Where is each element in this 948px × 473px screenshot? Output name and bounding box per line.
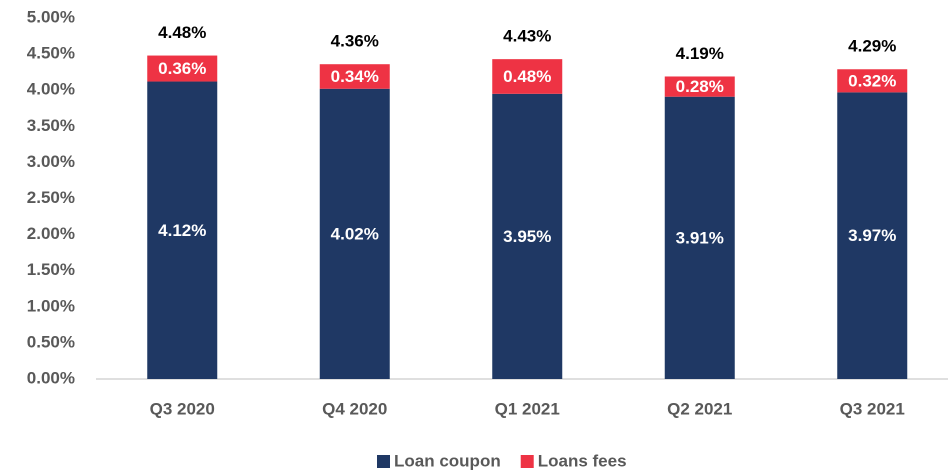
y-tick-label: 3.50% — [27, 116, 75, 135]
x-tick-label: Q4 2020 — [322, 399, 387, 418]
data-label: 0.36% — [158, 59, 206, 78]
bar-segment — [837, 92, 908, 379]
bar-segment — [492, 59, 563, 94]
x-tick-label: Q2 2021 — [667, 399, 732, 418]
y-tick-label: 0.00% — [27, 368, 75, 387]
data-label: 0.34% — [331, 67, 379, 86]
y-tick-label: 4.00% — [27, 80, 75, 99]
data-label: 3.91% — [676, 228, 724, 247]
data-label: 0.32% — [848, 71, 896, 90]
x-tick-label: Q3 2020 — [150, 399, 215, 418]
data-label: 0.28% — [676, 77, 724, 96]
y-tick-label: 1.50% — [27, 260, 75, 279]
total-label: 4.48% — [158, 23, 206, 42]
legend-label: Loan coupon — [394, 451, 501, 470]
x-tick-label: Q3 2021 — [840, 399, 905, 418]
x-tick-label: Q1 2021 — [495, 399, 560, 418]
y-tick-label: 2.00% — [27, 224, 75, 243]
data-label: 4.12% — [158, 221, 206, 240]
data-label: 3.95% — [503, 227, 551, 246]
y-tick-label: 2.50% — [27, 188, 75, 207]
data-label: 3.97% — [848, 226, 896, 245]
bar-segment — [147, 81, 218, 379]
bar-segment — [837, 69, 908, 93]
y-tick-label: 4.50% — [27, 44, 75, 63]
bar-segment — [492, 93, 563, 379]
y-tick-label: 0.50% — [27, 332, 75, 351]
y-tick-label: 1.00% — [27, 296, 75, 315]
bar-segment — [319, 88, 390, 380]
legend-swatch — [520, 455, 534, 468]
data-label: 4.02% — [331, 224, 379, 243]
legend-swatch — [377, 455, 390, 468]
data-label: 0.48% — [503, 67, 551, 86]
total-label: 4.29% — [848, 37, 896, 56]
bar-segment — [664, 96, 735, 379]
bar-segment — [664, 76, 735, 97]
total-label: 4.43% — [503, 27, 551, 46]
legend-label: Loans fees — [538, 451, 627, 470]
total-label: 4.19% — [676, 44, 724, 63]
y-tick-label: 3.00% — [27, 152, 75, 171]
bar-segment — [147, 55, 218, 82]
bar-segment — [319, 64, 390, 89]
y-tick-label: 5.00% — [27, 7, 75, 26]
total-label: 4.36% — [331, 32, 379, 51]
